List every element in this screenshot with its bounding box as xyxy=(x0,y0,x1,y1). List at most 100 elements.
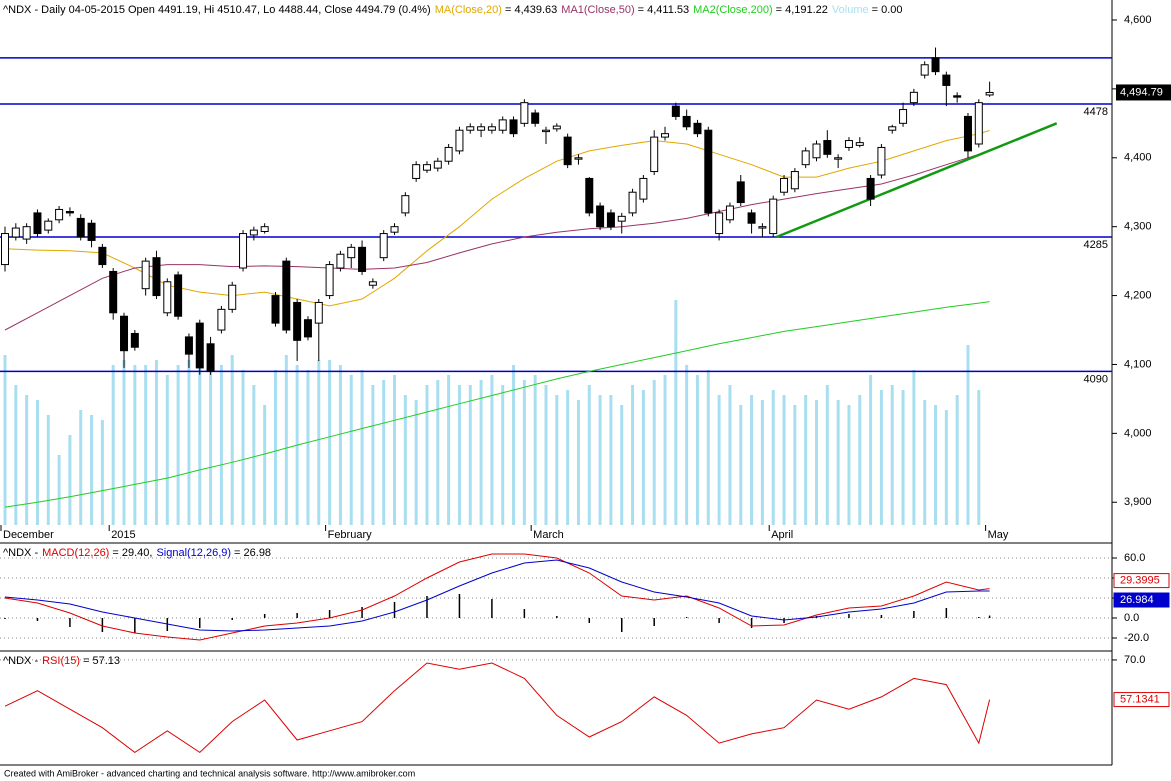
volume-bar xyxy=(447,375,451,525)
volume-bar xyxy=(349,375,353,525)
volume-bar xyxy=(360,370,364,525)
candle-body xyxy=(412,164,421,179)
volume-bar xyxy=(241,370,245,525)
y-tick-label: 4,300 xyxy=(1124,221,1152,233)
candle-body xyxy=(520,102,529,124)
volume-bar xyxy=(187,360,191,525)
legend-name: MA2(Close,200) xyxy=(693,4,772,16)
y-tick-label: 4,200 xyxy=(1124,289,1152,301)
candle-body xyxy=(433,160,442,169)
volume-bar xyxy=(869,375,873,525)
legend-value: = 4,439.63 xyxy=(505,4,557,16)
candle-body xyxy=(596,205,605,228)
pane-title-text: ^NDX - Daily 04-05-2015 Open 4491.19, Hi… xyxy=(3,4,431,16)
candle-body xyxy=(206,343,215,372)
y-tick-label: 4,000 xyxy=(1124,427,1152,439)
candle-body xyxy=(801,150,810,166)
volume-bar xyxy=(522,380,526,525)
candle-body xyxy=(11,227,20,238)
candle-body xyxy=(650,136,659,173)
candle-body xyxy=(174,274,183,317)
candle-body xyxy=(877,146,886,176)
value-badge-label: 26.984 xyxy=(1120,594,1154,606)
volume-bar xyxy=(652,380,656,525)
candle-body xyxy=(466,126,475,131)
pane-title: ^NDX - RSI(15) = 57.13 xyxy=(3,655,120,667)
volume-bar xyxy=(328,360,332,525)
volume-bar xyxy=(144,365,148,525)
level-label: 4285 xyxy=(1084,239,1108,251)
candle-body xyxy=(780,177,789,193)
volume-bar xyxy=(815,400,818,525)
candle-body xyxy=(1,233,9,266)
candle-body xyxy=(76,217,85,238)
legend-name: Volume xyxy=(832,4,869,16)
candle-body xyxy=(477,126,486,131)
candle-body xyxy=(109,270,118,314)
volume-bar xyxy=(771,390,775,525)
legend-name: Signal(12,26,9) xyxy=(156,547,231,559)
candle-body xyxy=(606,212,615,228)
candle-body xyxy=(33,212,42,235)
volume-bar xyxy=(219,365,223,525)
volume-bar xyxy=(403,395,407,525)
volume-bar xyxy=(587,385,591,525)
legend-name: RSI(15) xyxy=(42,655,80,667)
volume-bar xyxy=(609,395,613,525)
x-tick-label: March xyxy=(533,529,564,541)
candle-body xyxy=(985,91,994,96)
candle-body xyxy=(963,115,972,152)
candle-body xyxy=(563,136,572,166)
candle-body xyxy=(120,315,129,352)
legend-value: = 4,411.53 xyxy=(638,4,689,16)
candle-body xyxy=(282,260,291,331)
y-tick-label: 3,900 xyxy=(1124,496,1152,508)
candle-body xyxy=(953,95,962,98)
volume-bar xyxy=(165,375,169,525)
volume-bar xyxy=(338,365,342,525)
candle-body xyxy=(347,246,356,259)
candle-body xyxy=(628,191,637,214)
volume-bar xyxy=(382,380,386,525)
legend-value: = 26.98 xyxy=(234,547,271,559)
legend-name: MA1(Close,50) xyxy=(561,4,634,16)
volume-bar xyxy=(750,395,754,525)
volume-bar xyxy=(501,385,505,525)
volume-bar xyxy=(68,435,72,525)
volume-bar xyxy=(468,385,472,525)
volume-bar xyxy=(457,385,461,525)
volume-bar xyxy=(598,395,602,525)
volume-bar xyxy=(252,385,256,525)
volume-bar xyxy=(490,375,494,525)
x-tick-label: 2015 xyxy=(111,529,135,541)
volume-bar xyxy=(154,360,158,525)
candle-body xyxy=(325,264,334,297)
volume-bar xyxy=(425,385,429,525)
volume-bar xyxy=(230,355,234,525)
indicator-line xyxy=(4,662,991,754)
volume-bar xyxy=(533,375,537,525)
volume-bar xyxy=(566,390,570,525)
level-label: 4090 xyxy=(1084,373,1108,385)
candle-body xyxy=(314,301,323,324)
legend-value: = 0.00 xyxy=(872,4,903,16)
volume-bar xyxy=(944,410,948,525)
volume-bar xyxy=(728,385,732,525)
volume-bar xyxy=(847,405,851,525)
volume-bar xyxy=(620,405,624,525)
candle-body xyxy=(909,91,918,104)
legend-name: MACD(12,26) xyxy=(42,547,109,559)
volume-bar xyxy=(825,385,829,525)
candle-body xyxy=(542,129,550,133)
volume-bar xyxy=(544,385,548,525)
candle-body xyxy=(844,140,853,148)
candle-body xyxy=(87,222,96,241)
volume-bar xyxy=(176,365,180,525)
indicator-line xyxy=(4,553,990,641)
volume-bar xyxy=(879,390,883,525)
y-tick-label: 4,100 xyxy=(1124,358,1152,370)
candle-body xyxy=(736,181,745,204)
volume-bar xyxy=(685,365,689,525)
candle-body xyxy=(671,105,680,117)
candle-body xyxy=(487,126,496,131)
